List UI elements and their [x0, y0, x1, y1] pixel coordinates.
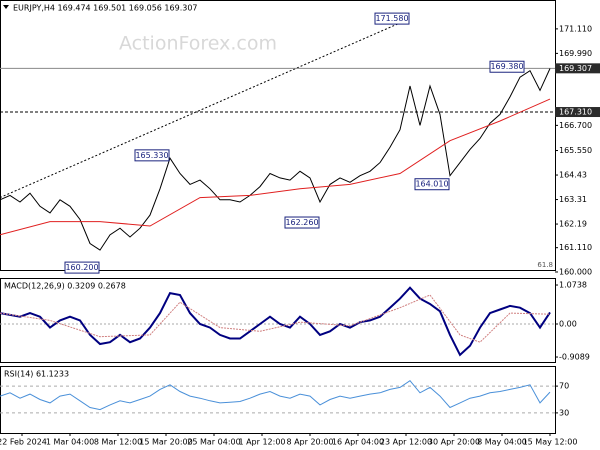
trend-line [0, 18, 411, 199]
x-tick-label: 8 Apr 20:00 [286, 438, 333, 447]
y-tick-label: 163.31 [559, 195, 587, 204]
x-tick-label: 30 Apr 20:00 [428, 438, 480, 447]
annotation-label: 160.200 [65, 263, 98, 272]
annotation-box [489, 60, 525, 73]
fib-label: 61.8 [537, 261, 553, 269]
price-label: 167.310 [559, 108, 592, 117]
series-line [0, 68, 551, 251]
annotation-box [64, 261, 100, 274]
y-tick-label: 1.0738 [559, 281, 587, 290]
annotation-box [414, 178, 450, 191]
x-tick-label: 1 Mar 04:00 [46, 438, 94, 447]
panel-title: RSI(14) 61.1233 [4, 370, 69, 379]
annotation-label: 165.330 [135, 151, 168, 160]
price-label-box [555, 107, 600, 118]
annotation-box [284, 216, 320, 229]
y-tick-label: 161.110 [559, 243, 592, 252]
x-tick-label: 8 May 04:00 [477, 438, 527, 447]
y-tick-label: 70 [559, 382, 569, 391]
x-tick-label: 16 Apr 04:00 [332, 438, 384, 447]
x-tick-label: 1 Apr 12:00 [238, 438, 285, 447]
series-line [0, 98, 551, 236]
y-tick-label: -0.9089 [559, 353, 590, 362]
y-tick-label: 165.550 [559, 146, 592, 155]
annotation-label: 171.580 [375, 14, 408, 23]
annotation-label: 164.010 [415, 180, 448, 189]
annotation-label: 169.380 [490, 62, 523, 71]
y-tick-label: 30 [559, 408, 569, 417]
y-tick-label: 162.19 [559, 220, 587, 229]
price-label-box [555, 63, 600, 74]
panel-title: MACD(12,26,9) 0.3209 0.2678 [4, 282, 126, 291]
panel-frame [0, 0, 556, 271]
y-tick-label: 169.990 [559, 49, 592, 58]
dropdown-icon [3, 5, 9, 9]
y-tick-label: 166.700 [559, 121, 592, 130]
x-tick-label: 15 Mar 20:00 [139, 438, 192, 447]
series-line [0, 294, 551, 343]
annotation-box [134, 149, 170, 162]
annotation-label: 162.260 [285, 218, 318, 227]
y-tick-label: 164.43 [559, 171, 587, 180]
panel-frame [0, 366, 556, 434]
x-tick-label: 22 Feb 2024 [0, 438, 47, 447]
panel-title: EURJPY,H4 169.474 169.501 169.056 169.30… [13, 4, 198, 13]
y-tick-label: 171.110 [559, 24, 592, 33]
x-tick-label: 23 Apr 12:00 [380, 438, 432, 447]
x-tick-label: 15 May 12:00 [523, 438, 578, 447]
series-line [0, 380, 551, 411]
x-tick-label: 25 Mar 04:00 [187, 438, 240, 447]
annotation-box [374, 12, 410, 25]
panel-frame [0, 278, 556, 363]
y-tick-label: 0.00 [559, 320, 577, 329]
watermark: ActionForex.com [119, 33, 277, 55]
series-line [0, 286, 551, 357]
y-tick-label: 160.000 [559, 267, 592, 276]
x-tick-label: 8 Mar 12:00 [94, 438, 142, 447]
price-label: 169.307 [559, 64, 592, 73]
